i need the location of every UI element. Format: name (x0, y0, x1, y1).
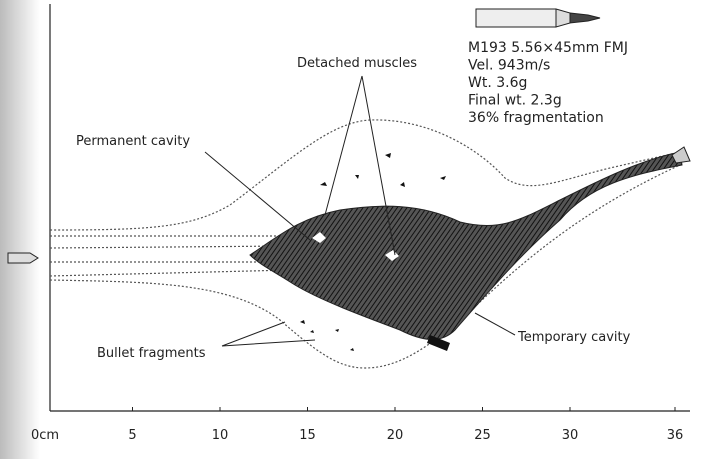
label: Detached muscles (297, 56, 417, 71)
channel (7, 119, 691, 369)
channel-line (49, 269, 291, 277)
tick-label: 0cm (31, 428, 59, 443)
leader (324, 75, 396, 256)
tick-label: 15 (299, 428, 316, 443)
leader (221, 321, 316, 347)
tick-label: 30 (562, 428, 579, 443)
permanent-cavity (249, 151, 683, 340)
tick-label: 20 (387, 428, 404, 443)
temporary-cavity-outline (49, 119, 681, 231)
leader (474, 312, 516, 336)
bullet (7, 252, 39, 264)
info-line: M193 5.56×45mm FMJ (468, 40, 628, 56)
leader-lines (204, 75, 516, 347)
tick-label: 10 (212, 428, 229, 443)
detached-muscle (312, 232, 399, 261)
tick-label: 36 (667, 428, 684, 443)
tick-label: 25 (474, 428, 491, 443)
info-line: Final wt. 2.3g (468, 93, 562, 109)
bullet-tip (569, 12, 601, 24)
axis-ticks: 0cm 5 10 15 20 25 30 36 (31, 407, 683, 443)
label: Temporary cavity (517, 330, 631, 345)
bullet-exit (671, 146, 691, 164)
scan-edge (0, 0, 40, 459)
info-line: 36% fragmentation (468, 110, 604, 126)
info-line: Wt. 3.6g (468, 75, 527, 91)
tick-label: 5 (128, 428, 136, 443)
leader (204, 151, 311, 241)
label: Permanent cavity (76, 134, 190, 149)
label: Bullet fragments (97, 346, 206, 361)
neck (555, 8, 571, 28)
cartridge-icon (475, 8, 601, 28)
temporary-cavity-outline (49, 164, 681, 369)
info-line: Vel. 943m/s (468, 58, 550, 74)
case (475, 8, 557, 28)
bullet-info: M193 5.56×45mm FMJ Vel. 943m/sWt. 3.6g Fin… (468, 40, 628, 126)
channel-line (49, 245, 291, 249)
